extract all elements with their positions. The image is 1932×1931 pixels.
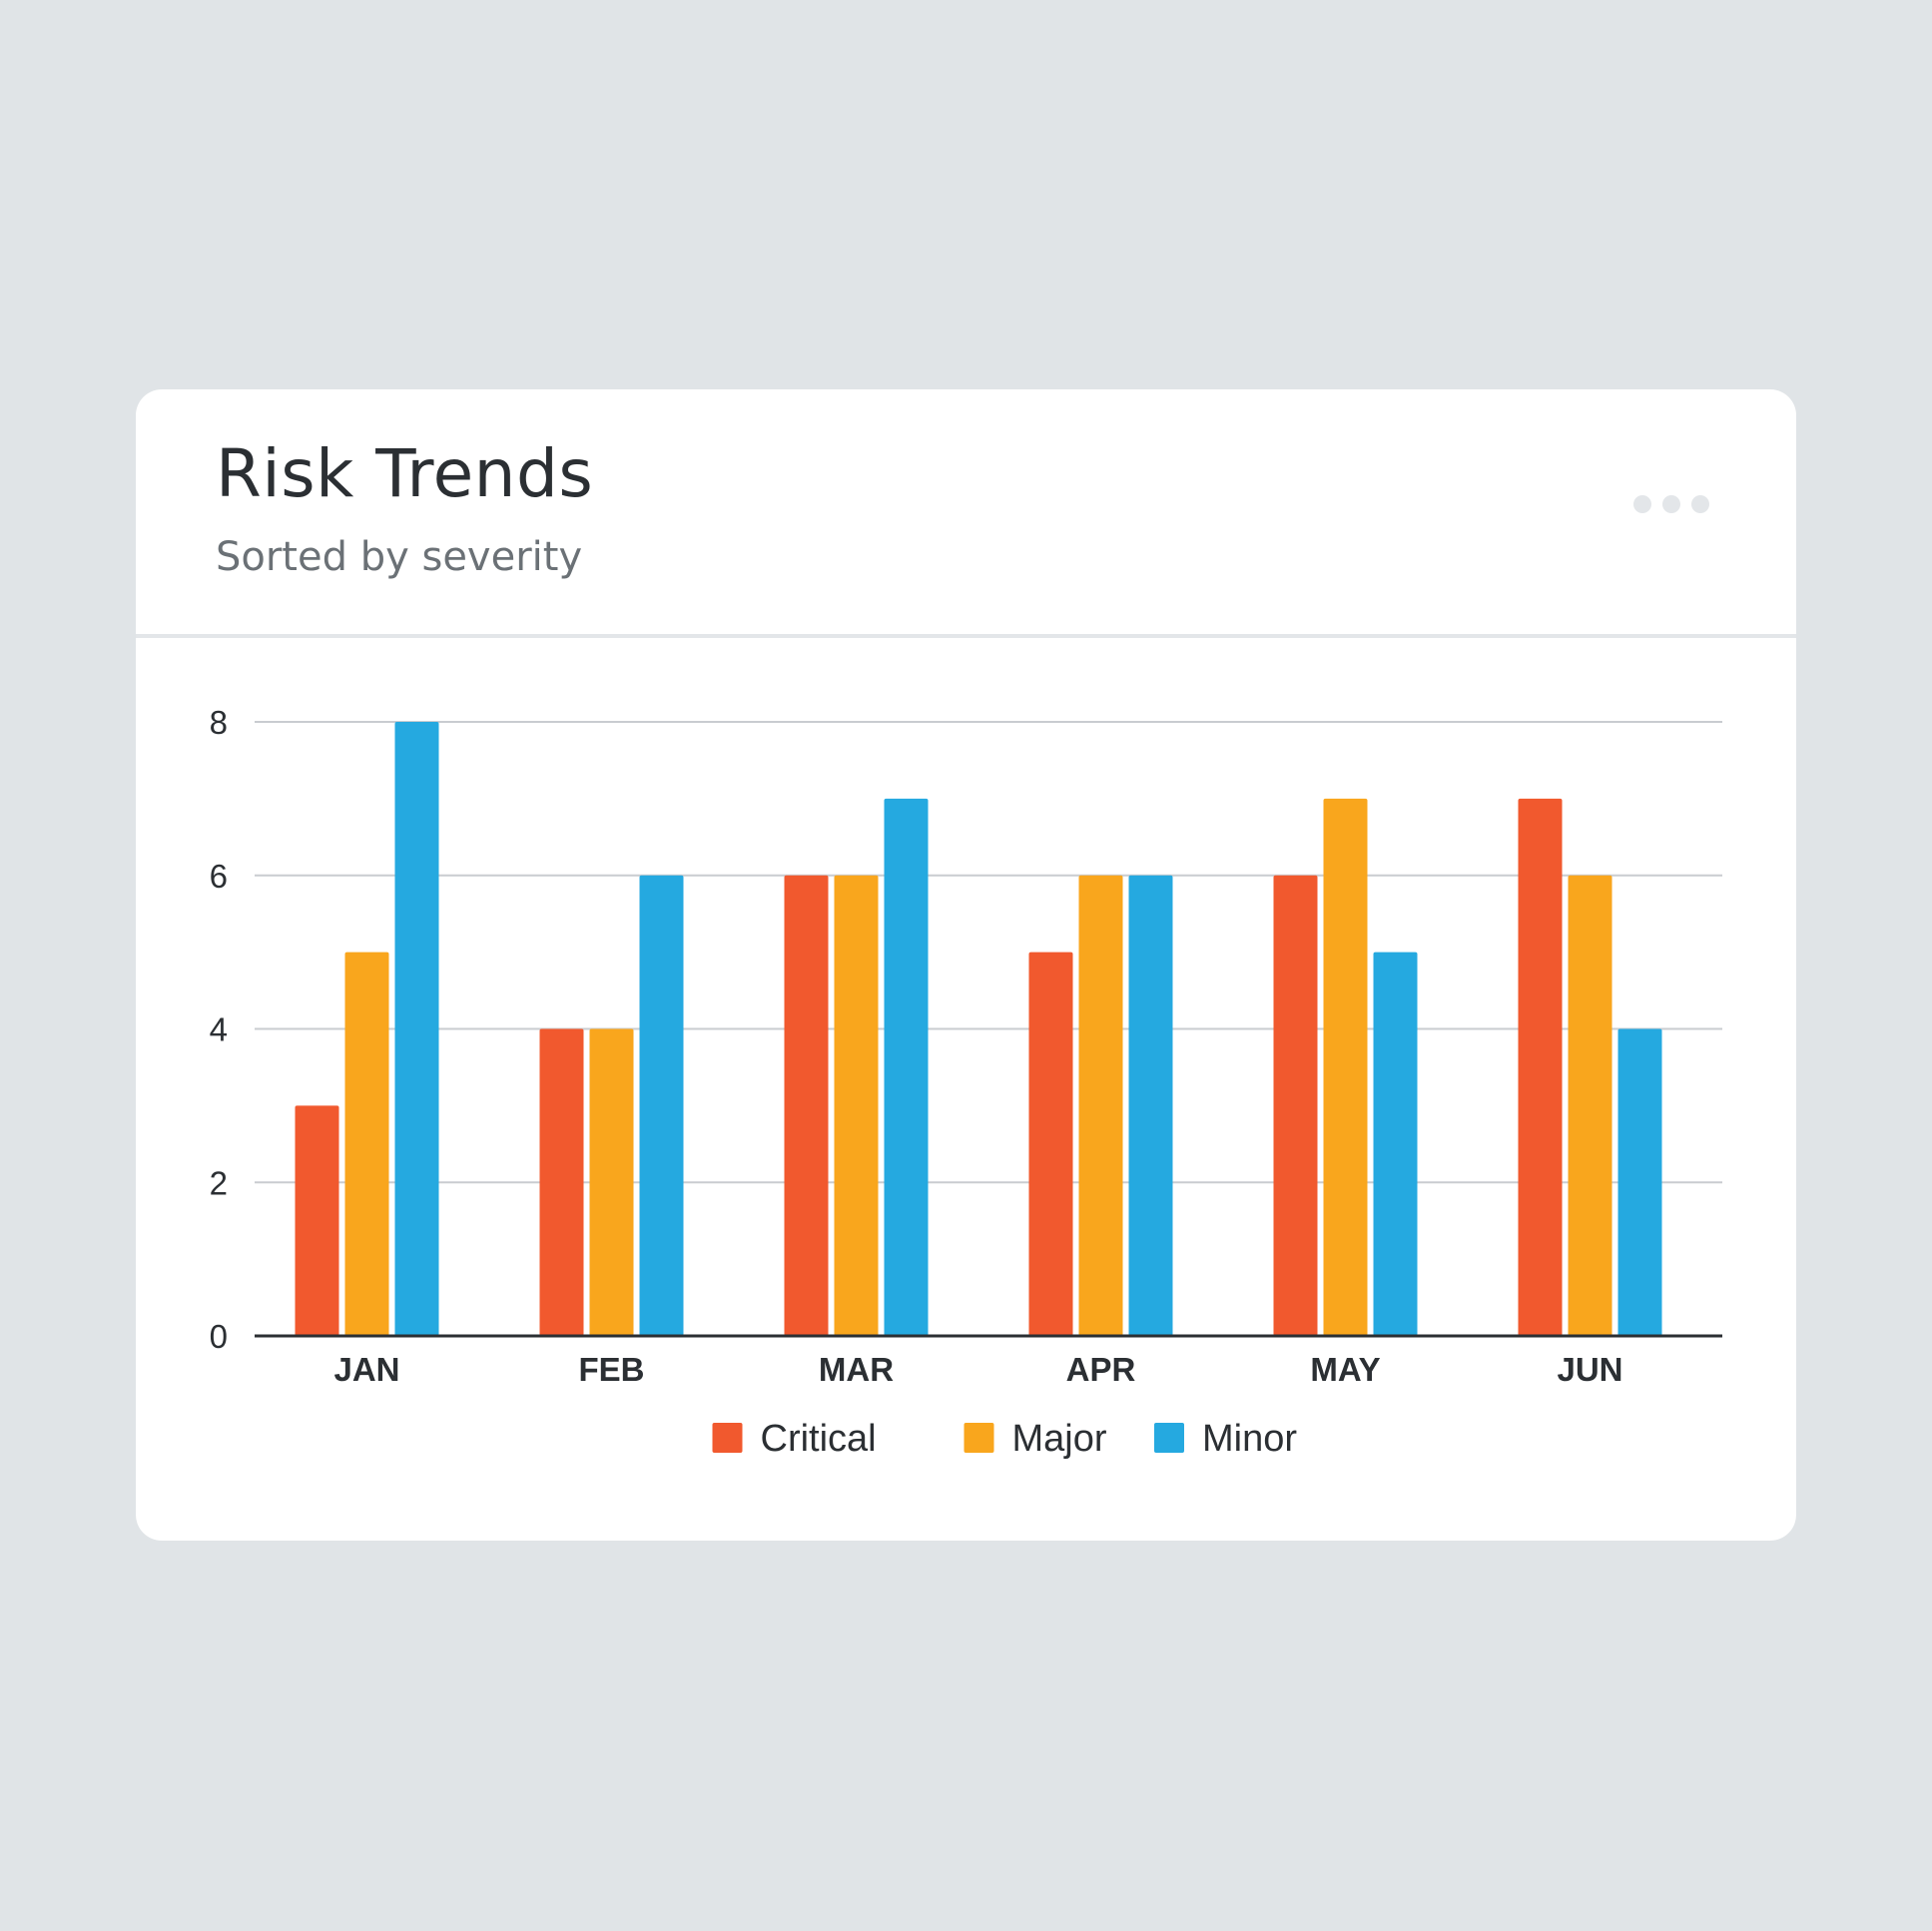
risk-trends-card: Risk Trends Sorted by severity 0 2 4 6 8 JAN F… bbox=[136, 389, 1796, 1541]
more-dot bbox=[1633, 495, 1651, 513]
bar-chart: 0 2 4 6 8 JAN FEB MAR APR MAY JUN Critical Major Min… bbox=[210, 704, 1722, 1460]
bar-minor-feb[interactable] bbox=[639, 875, 684, 1336]
legend-swatch bbox=[1154, 1423, 1184, 1453]
legend-swatch bbox=[964, 1423, 994, 1453]
card-subtitle: Sorted by severity bbox=[216, 534, 583, 580]
more-options-button[interactable] bbox=[1633, 489, 1723, 519]
x-tick-label: APR bbox=[1066, 1351, 1136, 1388]
y-tick-label: 0 bbox=[210, 1318, 228, 1355]
x-tick-label: MAY bbox=[1310, 1351, 1380, 1388]
y-tick-label: 8 bbox=[210, 704, 228, 741]
bar-major-may[interactable] bbox=[1323, 798, 1368, 1336]
bar-critical-feb[interactable] bbox=[539, 1028, 584, 1337]
more-dot bbox=[1662, 495, 1680, 513]
bar-minor-mar[interactable] bbox=[884, 798, 929, 1336]
card-header: Risk Trends Sorted by severity bbox=[136, 389, 1796, 638]
bar-critical-mar[interactable] bbox=[784, 875, 829, 1336]
legend: Critical Major Minor bbox=[712, 1418, 1297, 1460]
bar-major-jun[interactable] bbox=[1568, 875, 1612, 1336]
bar-major-mar[interactable] bbox=[834, 875, 879, 1336]
bars bbox=[295, 722, 1662, 1337]
x-tick-label: FEB bbox=[579, 1351, 645, 1388]
bar-critical-apr[interactable] bbox=[1028, 952, 1073, 1336]
legend-swatch bbox=[712, 1423, 743, 1453]
bar-critical-may[interactable] bbox=[1273, 875, 1318, 1336]
y-tick-label: 2 bbox=[210, 1164, 228, 1201]
bar-minor-jan[interactable] bbox=[394, 722, 439, 1336]
bar-critical-jun[interactable] bbox=[1518, 798, 1563, 1336]
x-tick-label: JAN bbox=[333, 1351, 399, 1388]
bar-critical-jan[interactable] bbox=[295, 1105, 339, 1336]
bar-major-jan[interactable] bbox=[344, 952, 389, 1336]
y-tick-label: 6 bbox=[210, 858, 228, 895]
legend-item-major[interactable]: Major bbox=[964, 1418, 1107, 1460]
axes: 0 2 4 6 8 JAN FEB MAR APR MAY JUN bbox=[210, 704, 1722, 1388]
legend-item-critical[interactable]: Critical bbox=[712, 1418, 877, 1460]
legend-label: Minor bbox=[1202, 1418, 1297, 1460]
bar-minor-may[interactable] bbox=[1373, 952, 1418, 1336]
more-dot bbox=[1691, 495, 1709, 513]
bar-minor-apr[interactable] bbox=[1128, 875, 1173, 1336]
grid-lines bbox=[255, 721, 1722, 1184]
bar-major-feb[interactable] bbox=[589, 1028, 634, 1337]
y-tick-label: 4 bbox=[210, 1011, 228, 1048]
legend-label: Major bbox=[1012, 1418, 1107, 1460]
bar-major-apr[interactable] bbox=[1078, 875, 1123, 1336]
legend-item-minor[interactable]: Minor bbox=[1154, 1418, 1297, 1460]
x-tick-label: MAR bbox=[819, 1351, 894, 1388]
card-title: Risk Trends bbox=[216, 435, 594, 512]
legend-label: Critical bbox=[761, 1418, 877, 1460]
more-horizontal-icon bbox=[1633, 495, 1709, 513]
x-tick-label: JUN bbox=[1557, 1351, 1622, 1388]
bar-minor-jun[interactable] bbox=[1617, 1028, 1662, 1337]
